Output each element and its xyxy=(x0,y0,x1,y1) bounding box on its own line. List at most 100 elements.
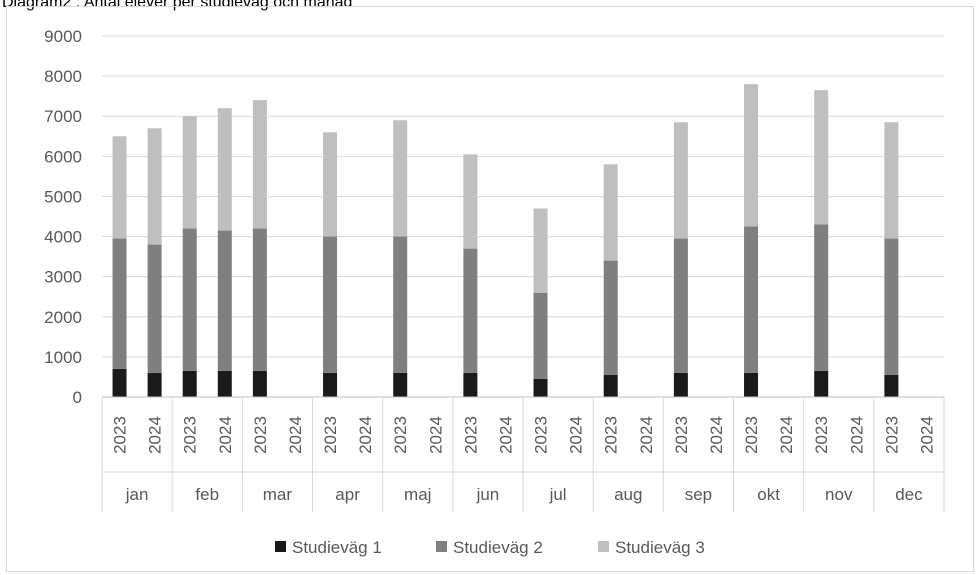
x-tick-label-month: mar xyxy=(263,485,293,504)
bar-mar-2023-studievag-3 xyxy=(252,100,267,229)
x-tick-label-year: 2024 xyxy=(707,416,726,454)
bar-nov-2023-studievag-2 xyxy=(814,224,829,371)
x-tick-label-year: 2023 xyxy=(602,416,621,454)
bar-jun-2023-studievag-2 xyxy=(463,248,478,373)
x-tick-label-year: 2023 xyxy=(391,416,410,454)
bar-dec-2023-studievag-3 xyxy=(884,122,899,239)
x-tick-label-month: nov xyxy=(825,485,853,504)
bar-jan-2023-studievag-1 xyxy=(112,368,127,397)
chart-frame xyxy=(6,6,974,572)
bar-aug-2023-studievag-2 xyxy=(603,260,618,375)
bar-jul-2023-studievag-1 xyxy=(533,378,548,397)
x-tick-label-month: sep xyxy=(685,485,712,504)
y-tick-label: 6000 xyxy=(44,147,82,166)
y-tick-label: 5000 xyxy=(44,187,82,206)
y-tick-label: 3000 xyxy=(44,268,82,287)
bar-feb-2023-studievag-3 xyxy=(182,116,197,229)
x-tick-label-year: 2023 xyxy=(742,416,761,454)
x-tick-label-year: 2023 xyxy=(882,416,901,454)
bar-mar-2023-studievag-1 xyxy=(252,370,267,397)
x-tick-label-year: 2023 xyxy=(181,416,200,454)
legend-label: Studieväg 3 xyxy=(615,538,705,557)
bar-jul-2023-studievag-3 xyxy=(533,208,548,293)
bar-maj-2023-studievag-1 xyxy=(393,372,408,397)
x-tick-label-year: 2024 xyxy=(216,416,235,454)
x-tick-label-year: 2023 xyxy=(812,416,831,454)
x-tick-label-year: 2024 xyxy=(426,416,445,454)
bar-okt-2023-studievag-3 xyxy=(744,84,759,227)
x-tick-label-year: 2024 xyxy=(146,416,165,454)
bar-apr-2023-studievag-2 xyxy=(323,236,338,373)
bar-feb-2023-studievag-2 xyxy=(182,228,197,371)
x-tick-label-month: jan xyxy=(125,485,149,504)
bar-dec-2023-studievag-2 xyxy=(884,238,899,375)
bar-feb-2024-studievag-1 xyxy=(217,370,232,397)
bar-sep-2023-studievag-1 xyxy=(673,372,688,397)
bar-aug-2023-studievag-3 xyxy=(603,164,618,261)
bar-sep-2023-studievag-2 xyxy=(673,238,688,373)
bar-jan-2023-studievag-3 xyxy=(112,136,127,239)
legend-swatch xyxy=(436,541,447,552)
x-tick-label-year: 2024 xyxy=(847,416,866,454)
x-tick-label-year: 2024 xyxy=(567,416,586,454)
bar-apr-2023-studievag-1 xyxy=(323,372,338,397)
x-tick-label-month: aug xyxy=(614,485,642,504)
legend: Studieväg 1 Studieväg 2 Studieväg 3 xyxy=(275,538,705,557)
x-tick-label-month: okt xyxy=(757,485,780,504)
x-tick-label-year: 2024 xyxy=(637,416,656,454)
bar-feb-2024-studievag-3 xyxy=(217,108,232,231)
bar-feb-2024-studievag-2 xyxy=(217,230,232,371)
bar-feb-2023-studievag-1 xyxy=(182,370,197,397)
x-axis: 2023 2024 jan 2023 2024 feb 2023 2024 mar 2023 202… xyxy=(101,396,945,512)
x-tick-label-year: 2023 xyxy=(461,416,480,454)
bar-mar-2023-studievag-2 xyxy=(252,228,267,371)
x-tick-label-month: dec xyxy=(895,485,923,504)
bar-apr-2023-studievag-3 xyxy=(323,132,338,237)
legend-label: Studieväg 1 xyxy=(292,538,382,557)
bar-jun-2023-studievag-1 xyxy=(463,372,478,397)
bar-jul-2023-studievag-2 xyxy=(533,292,548,379)
x-tick-label-year: 2024 xyxy=(496,416,515,454)
x-tick-label-month: feb xyxy=(195,485,219,504)
y-axis-ticks: 0 1000 2000 3000 4000 5000 6000 7000 8000 9000 xyxy=(44,27,82,407)
y-tick-label: 8000 xyxy=(44,67,82,86)
bar-jan-2024-studievag-1 xyxy=(147,372,162,397)
bar-okt-2023-studievag-2 xyxy=(744,226,759,373)
chart-caption: Diagram2 : Antal elever per studieväg oc… xyxy=(2,0,353,11)
legend-swatch xyxy=(598,541,609,552)
bar-dec-2023-studievag-1 xyxy=(884,374,899,397)
legend-label: Studieväg 2 xyxy=(453,538,543,557)
legend-swatch xyxy=(275,541,286,552)
y-tick-label: 1000 xyxy=(44,348,82,367)
y-tick-label: 9000 xyxy=(44,27,82,46)
y-tick-label: 0 xyxy=(73,388,82,407)
x-tick-label-year: 2024 xyxy=(777,416,796,454)
gridlines xyxy=(102,35,944,358)
y-tick-label: 4000 xyxy=(44,228,82,247)
x-tick-label-year: 2023 xyxy=(532,416,551,454)
bar-jan-2023-studievag-2 xyxy=(112,238,127,369)
bar-maj-2023-studievag-2 xyxy=(393,236,408,373)
bars xyxy=(112,84,899,397)
x-tick-label-month: apr xyxy=(335,485,360,504)
bar-jun-2023-studievag-3 xyxy=(463,154,478,249)
bar-okt-2023-studievag-1 xyxy=(744,372,759,397)
bar-jan-2024-studievag-2 xyxy=(147,244,162,373)
x-tick-label-year: 2024 xyxy=(356,416,375,454)
x-tick-label-year: 2023 xyxy=(251,416,270,454)
x-tick-label-month: maj xyxy=(404,485,431,504)
y-tick-label: 7000 xyxy=(44,107,82,126)
bar-nov-2023-studievag-3 xyxy=(814,90,829,225)
x-tick-label-year: 2024 xyxy=(286,416,305,454)
y-tick-label: 2000 xyxy=(44,308,82,327)
x-tick-label-month: jul xyxy=(549,485,567,504)
bar-nov-2023-studievag-1 xyxy=(814,370,829,397)
bar-maj-2023-studievag-3 xyxy=(393,120,408,237)
x-tick-label-year: 2024 xyxy=(917,416,936,454)
x-tick-label-year: 2023 xyxy=(672,416,691,454)
x-tick-label-year: 2023 xyxy=(111,416,130,454)
bar-sep-2023-studievag-3 xyxy=(673,122,688,239)
x-tick-label-year: 2023 xyxy=(321,416,340,454)
bar-aug-2023-studievag-1 xyxy=(603,374,618,397)
